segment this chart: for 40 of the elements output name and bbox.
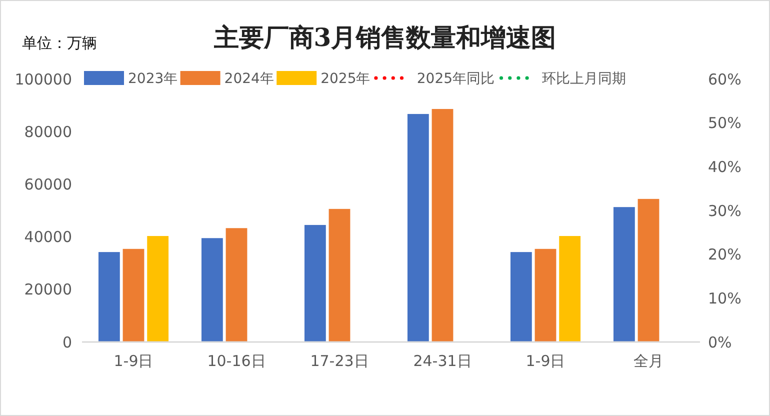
y-tick-label: 60000 — [24, 175, 72, 194]
x-tick-label: 1-9日 — [526, 352, 566, 370]
y2-tick-label: 10% — [708, 289, 742, 308]
y-tick-label: 20000 — [24, 280, 72, 299]
x-tick-label: 1-9日 — [114, 352, 154, 370]
x-tick-label: 24-31日 — [413, 352, 472, 370]
legend-label: 2025年 — [320, 70, 370, 87]
bar — [638, 198, 660, 342]
y2-tick-label: 40% — [708, 158, 742, 176]
y2-tick-label: 0% — [708, 333, 732, 352]
bar — [534, 248, 556, 342]
bar — [328, 208, 350, 342]
x-tick-label: 17-23日 — [310, 352, 369, 370]
bar — [304, 224, 326, 342]
bar — [613, 207, 635, 342]
x-tick-label: 全月 — [634, 352, 664, 370]
bar — [226, 228, 248, 342]
bar — [122, 248, 144, 342]
bar — [201, 238, 223, 342]
bar — [510, 252, 532, 342]
bar — [559, 236, 581, 342]
bar — [147, 236, 169, 342]
chart-title: 主要厂商3月销售数量和增速图 — [212, 23, 556, 52]
bar — [407, 114, 429, 342]
y2-tick-label: 30% — [708, 202, 742, 220]
x-tick-label: 10-16日 — [207, 352, 266, 370]
y2-tick-label: 60% — [708, 70, 742, 88]
y2-tick-label: 20% — [708, 246, 742, 264]
y-tick-label: 80000 — [24, 122, 72, 141]
legend-label: 2024年 — [224, 70, 274, 87]
y2-tick-label: 50% — [708, 114, 742, 132]
y-tick-label: 40000 — [24, 228, 72, 246]
bar — [98, 252, 120, 342]
y-axis-title: 单位：万辆 — [22, 34, 97, 52]
legend-label: 环比上月同期 — [542, 70, 626, 87]
y-tick-label: 0 — [62, 333, 72, 352]
legend-label: 2025年同比 — [416, 70, 495, 87]
y-tick-label: 100000 — [14, 70, 72, 88]
bar — [432, 108, 454, 342]
legend-label: 2023年 — [128, 70, 178, 87]
